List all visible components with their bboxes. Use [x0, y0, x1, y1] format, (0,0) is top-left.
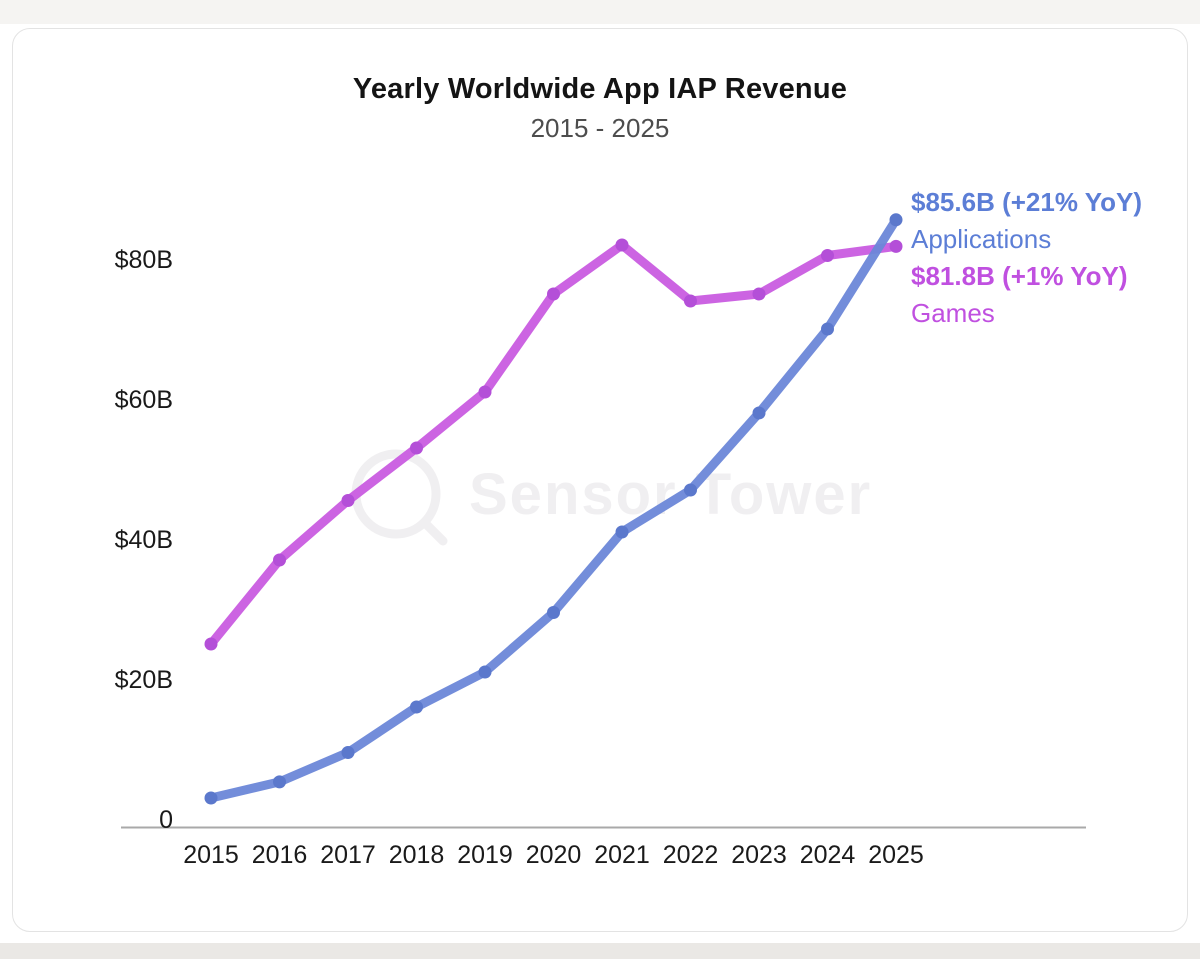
- data-point: [684, 483, 697, 497]
- chart-title: Yearly Worldwide App IAP Revenue: [352, 73, 848, 105]
- data-point: [752, 406, 766, 420]
- x-tick-label: 2019: [457, 841, 513, 869]
- svg-text:Sensor Tower: Sensor Tower: [469, 462, 872, 527]
- data-point: [410, 441, 423, 455]
- data-point: [547, 287, 560, 301]
- data-point: [889, 213, 903, 227]
- data-point: [273, 553, 286, 567]
- data-point: [889, 239, 903, 253]
- series-applications: [204, 213, 903, 805]
- x-tick-label: 2023: [731, 841, 787, 869]
- data-point: [410, 700, 423, 714]
- data-point: [821, 249, 834, 262]
- data-point: [547, 606, 560, 619]
- x-tick-label: 2021: [594, 841, 650, 869]
- data-point: [684, 294, 697, 308]
- x-tick-label: 2020: [526, 841, 582, 869]
- data-point: [615, 238, 629, 252]
- bottom-strip: [0, 943, 1200, 959]
- x-tick-label: 2022: [663, 841, 719, 869]
- y-tick-label: $40B: [115, 526, 173, 554]
- x-tick-label: 2016: [252, 841, 308, 869]
- sensor-tower-watermark: Sensor Tower: [351, 449, 872, 546]
- data-point: [821, 322, 834, 336]
- y-tick-label: $20B: [115, 666, 173, 694]
- y-tick-label: $60B: [115, 386, 173, 414]
- data-point: [341, 746, 355, 759]
- data-point: [204, 637, 218, 651]
- x-tick-label: 2024: [800, 841, 856, 869]
- data-point: [341, 494, 355, 507]
- y-tick-label: 0: [159, 806, 173, 834]
- y-tick-label: $80B: [115, 246, 173, 274]
- data-point: [273, 775, 286, 789]
- top-strip: [0, 0, 1200, 24]
- chart-card: Yearly Worldwide App IAP Revenue 2015 - …: [12, 28, 1188, 932]
- data-point: [478, 665, 492, 679]
- x-tick-label: 2017: [320, 841, 376, 869]
- line-chart: Sensor Tower 0 $20B $40B $60B $80B 2015 2016 201…: [115, 213, 1086, 869]
- x-tick-label: 2015: [183, 841, 239, 869]
- chart-subtitle: 2015 - 2025: [530, 113, 670, 143]
- series-games: [204, 238, 903, 651]
- data-point: [204, 791, 218, 805]
- data-point: [478, 385, 492, 399]
- data-point: [752, 287, 766, 301]
- x-tick-label: 2018: [389, 841, 445, 869]
- x-tick-label: 2025: [868, 841, 924, 869]
- data-point: [615, 525, 629, 539]
